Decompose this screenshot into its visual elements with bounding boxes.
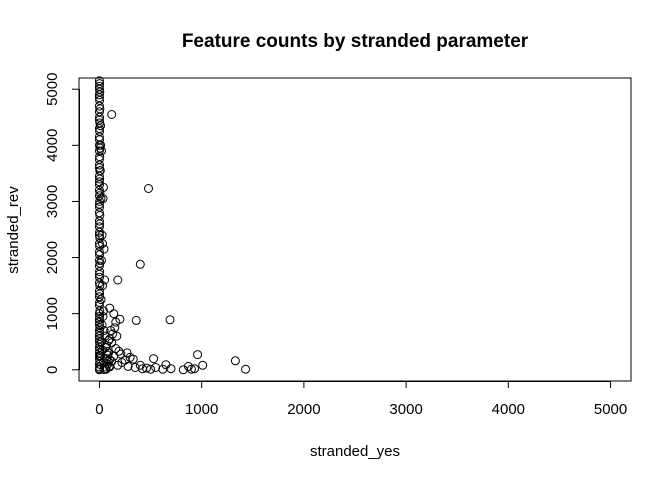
data-point: [95, 227, 104, 237]
x-tick-label: 5000: [594, 401, 627, 418]
data-point: [104, 336, 114, 346]
data-point: [96, 194, 106, 204]
plot-frame: [78, 77, 632, 382]
data-point: [193, 350, 203, 360]
y-axis-label: stranded_rev: [5, 186, 22, 274]
data-point: [198, 360, 208, 370]
data-point: [97, 320, 107, 330]
data-point: [107, 356, 117, 366]
y-tick-label: 2000: [44, 241, 61, 274]
data-point: [99, 306, 108, 316]
data-point: [102, 346, 112, 356]
data-point: [95, 241, 105, 251]
data-point: [142, 363, 151, 373]
data-point: [97, 146, 106, 156]
data-point: [109, 309, 119, 319]
data-point: [149, 354, 159, 364]
y-tick-label: 1000: [44, 297, 61, 330]
data-point: [151, 363, 161, 372]
data-point: [95, 112, 104, 122]
data-point: [99, 326, 109, 335]
data-points: [94, 76, 251, 375]
data-point: [131, 315, 141, 325]
data-point: [98, 281, 107, 291]
data-point: [104, 361, 114, 371]
x-axis: 0 1000 2000 3000 4000 5000: [95, 381, 627, 418]
data-point: [98, 312, 108, 321]
data-point: [96, 295, 106, 305]
data-point: [183, 361, 193, 371]
data-point: [115, 314, 125, 324]
y-tick-label: 3000: [44, 185, 61, 218]
data-point: [107, 110, 117, 119]
y-tick-label: 0: [44, 366, 61, 374]
x-tick-label: 0: [95, 401, 103, 418]
data-point: [98, 194, 108, 204]
data-point: [96, 140, 106, 150]
data-point: [144, 184, 153, 193]
y-tick-label: 5000: [44, 73, 61, 106]
data-point: [94, 90, 104, 100]
data-point: [103, 350, 113, 360]
data-point: [99, 182, 108, 192]
data-point: [113, 275, 123, 285]
data-point: [100, 275, 110, 285]
y-axis: 0 1000 2000 3000 4000 5000: [44, 73, 80, 374]
data-point: [99, 365, 109, 374]
data-point: [190, 364, 199, 374]
data-point: [95, 160, 104, 170]
data-point: [99, 244, 109, 254]
data-point: [96, 351, 105, 361]
data-point: [97, 255, 106, 265]
data-point: [146, 364, 156, 374]
data-point: [166, 364, 176, 374]
y-tick-label: 4000: [44, 129, 61, 162]
data-point: [123, 361, 133, 371]
data-point: [106, 326, 116, 335]
data-point: [94, 342, 104, 352]
data-point: [128, 354, 138, 364]
data-point: [94, 216, 104, 226]
chart-title: Feature counts by stranded parameter: [182, 31, 529, 52]
data-point: [95, 364, 104, 374]
data-point: [135, 259, 145, 269]
x-tick-label: 3000: [389, 401, 422, 418]
x-tick-label: 4000: [492, 401, 525, 418]
data-point: [241, 364, 251, 374]
x-axis-label: stranded_yes: [310, 443, 400, 460]
data-point: [95, 95, 105, 105]
x-tick-label: 2000: [287, 401, 320, 418]
data-point: [95, 267, 105, 277]
data-point: [102, 341, 112, 351]
data-point: [98, 239, 107, 248]
data-point: [105, 355, 115, 365]
data-point: [94, 286, 104, 296]
data-point: [95, 166, 105, 176]
data-point: [130, 363, 140, 372]
data-point: [165, 315, 175, 325]
x-tick-label: 1000: [185, 401, 218, 418]
data-point: [96, 121, 105, 131]
data-point: [186, 364, 196, 374]
data-point: [230, 356, 240, 366]
